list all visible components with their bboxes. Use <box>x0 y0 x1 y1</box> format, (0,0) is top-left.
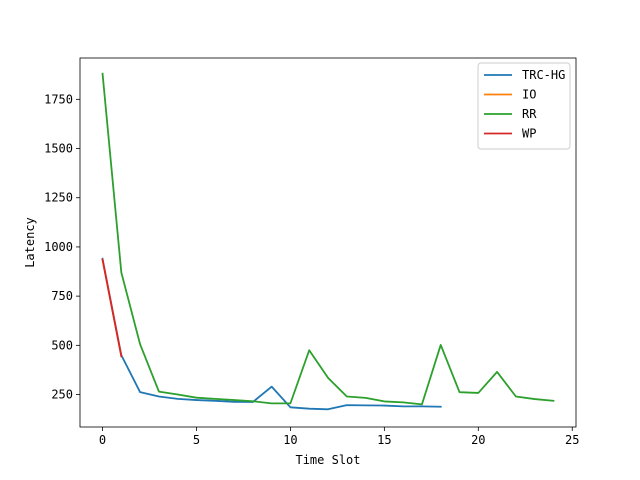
y-tick-label: 750 <box>51 289 73 303</box>
legend-label-io: IO <box>522 88 536 102</box>
legend-label-wp: WP <box>522 127 536 141</box>
x-tick-label: 0 <box>99 433 106 447</box>
legend-label-rr: RR <box>522 107 537 121</box>
x-tick-label: 15 <box>377 433 391 447</box>
x-axis-ticks: 0 5 10 15 20 25 <box>99 427 579 447</box>
series-layer <box>101 72 555 411</box>
plot-frame <box>79 57 577 428</box>
y-axis-ticks: 250 500 750 1000 1250 1500 1750 <box>44 92 80 402</box>
x-tick-label: 25 <box>565 433 579 447</box>
legend-box <box>477 62 571 150</box>
x-tick-label: 20 <box>471 433 485 447</box>
y-tick-label: 1750 <box>44 92 73 106</box>
series-line-rr <box>101 72 555 406</box>
x-tick-label: 10 <box>283 433 297 447</box>
x-tick-label: 5 <box>193 433 200 447</box>
y-tick-label: 500 <box>51 338 73 352</box>
y-tick-label: 250 <box>51 388 73 402</box>
y-tick-label: 1000 <box>44 240 73 254</box>
series-line-trc-hg <box>101 257 442 411</box>
y-tick-label: 1500 <box>44 142 73 156</box>
series-line-wp <box>101 258 123 358</box>
y-axis-label: Latency <box>23 217 37 268</box>
y-tick-label: 1250 <box>44 191 73 205</box>
x-axis-label: Time Slot <box>295 453 360 467</box>
legend-label-trc-hg: TRC-HG <box>522 68 565 82</box>
legend: TRC-HG IO RR WP <box>477 62 571 150</box>
